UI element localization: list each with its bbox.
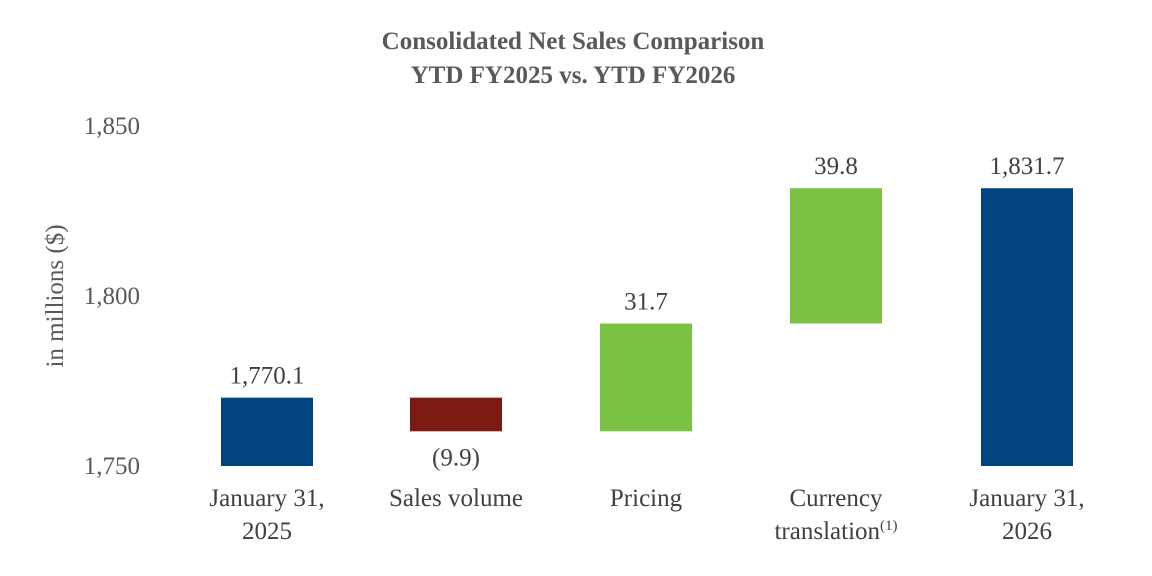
category-label-text: Currency bbox=[789, 485, 883, 512]
data-labels-group: 1,770.1 (9.9) 31.7 39.8 1,831.7 bbox=[230, 153, 1065, 471]
footnote-marker: (1) bbox=[880, 518, 898, 534]
bar-increase bbox=[790, 188, 882, 324]
category-label-text: January 31, bbox=[209, 485, 324, 512]
y-tick-label: 1,850 bbox=[84, 113, 140, 140]
category-label: Sales volume bbox=[389, 485, 523, 512]
bars-group bbox=[221, 188, 1073, 466]
data-label: 31.7 bbox=[624, 289, 668, 316]
category-label-text: January 31, bbox=[969, 485, 1084, 512]
category-label: translation(1) bbox=[774, 518, 897, 545]
category-label: Currency bbox=[789, 485, 883, 512]
category-labels-group: January 31, 2025 Sales volume Pricing Curren… bbox=[209, 485, 1084, 545]
category-label-text: Sales volume bbox=[389, 485, 523, 512]
category-label-text: 2025 bbox=[242, 518, 292, 545]
chart-title-line-2: YTD FY2025 vs. YTD FY2026 bbox=[411, 62, 736, 89]
category-label: January 31, bbox=[209, 485, 324, 512]
data-label: 39.8 bbox=[814, 153, 858, 180]
category-label: 2025 bbox=[242, 518, 292, 545]
data-label: 1,831.7 bbox=[990, 153, 1065, 180]
bar-decrease bbox=[410, 397, 502, 432]
category-label-text: 2026 bbox=[1002, 518, 1052, 545]
chart-title-line-1: Consolidated Net Sales Comparison bbox=[382, 28, 765, 55]
category-label-text: translation bbox=[774, 518, 880, 545]
data-label: 1,770.1 bbox=[230, 363, 305, 390]
bar-total bbox=[221, 397, 313, 466]
y-axis-ticks: 1,750 1,800 1,850 bbox=[84, 113, 140, 480]
category-label: Pricing bbox=[610, 485, 683, 512]
bar-increase bbox=[600, 323, 692, 432]
y-tick-label: 1,800 bbox=[84, 283, 140, 310]
bar-total bbox=[981, 188, 1073, 466]
y-axis-label: in millions ($) bbox=[42, 224, 69, 367]
category-label-text: Pricing bbox=[610, 485, 683, 512]
category-label: January 31, bbox=[969, 485, 1084, 512]
category-label: 2026 bbox=[1002, 518, 1052, 545]
data-label: (9.9) bbox=[432, 444, 480, 471]
y-tick-label: 1,750 bbox=[84, 453, 140, 480]
